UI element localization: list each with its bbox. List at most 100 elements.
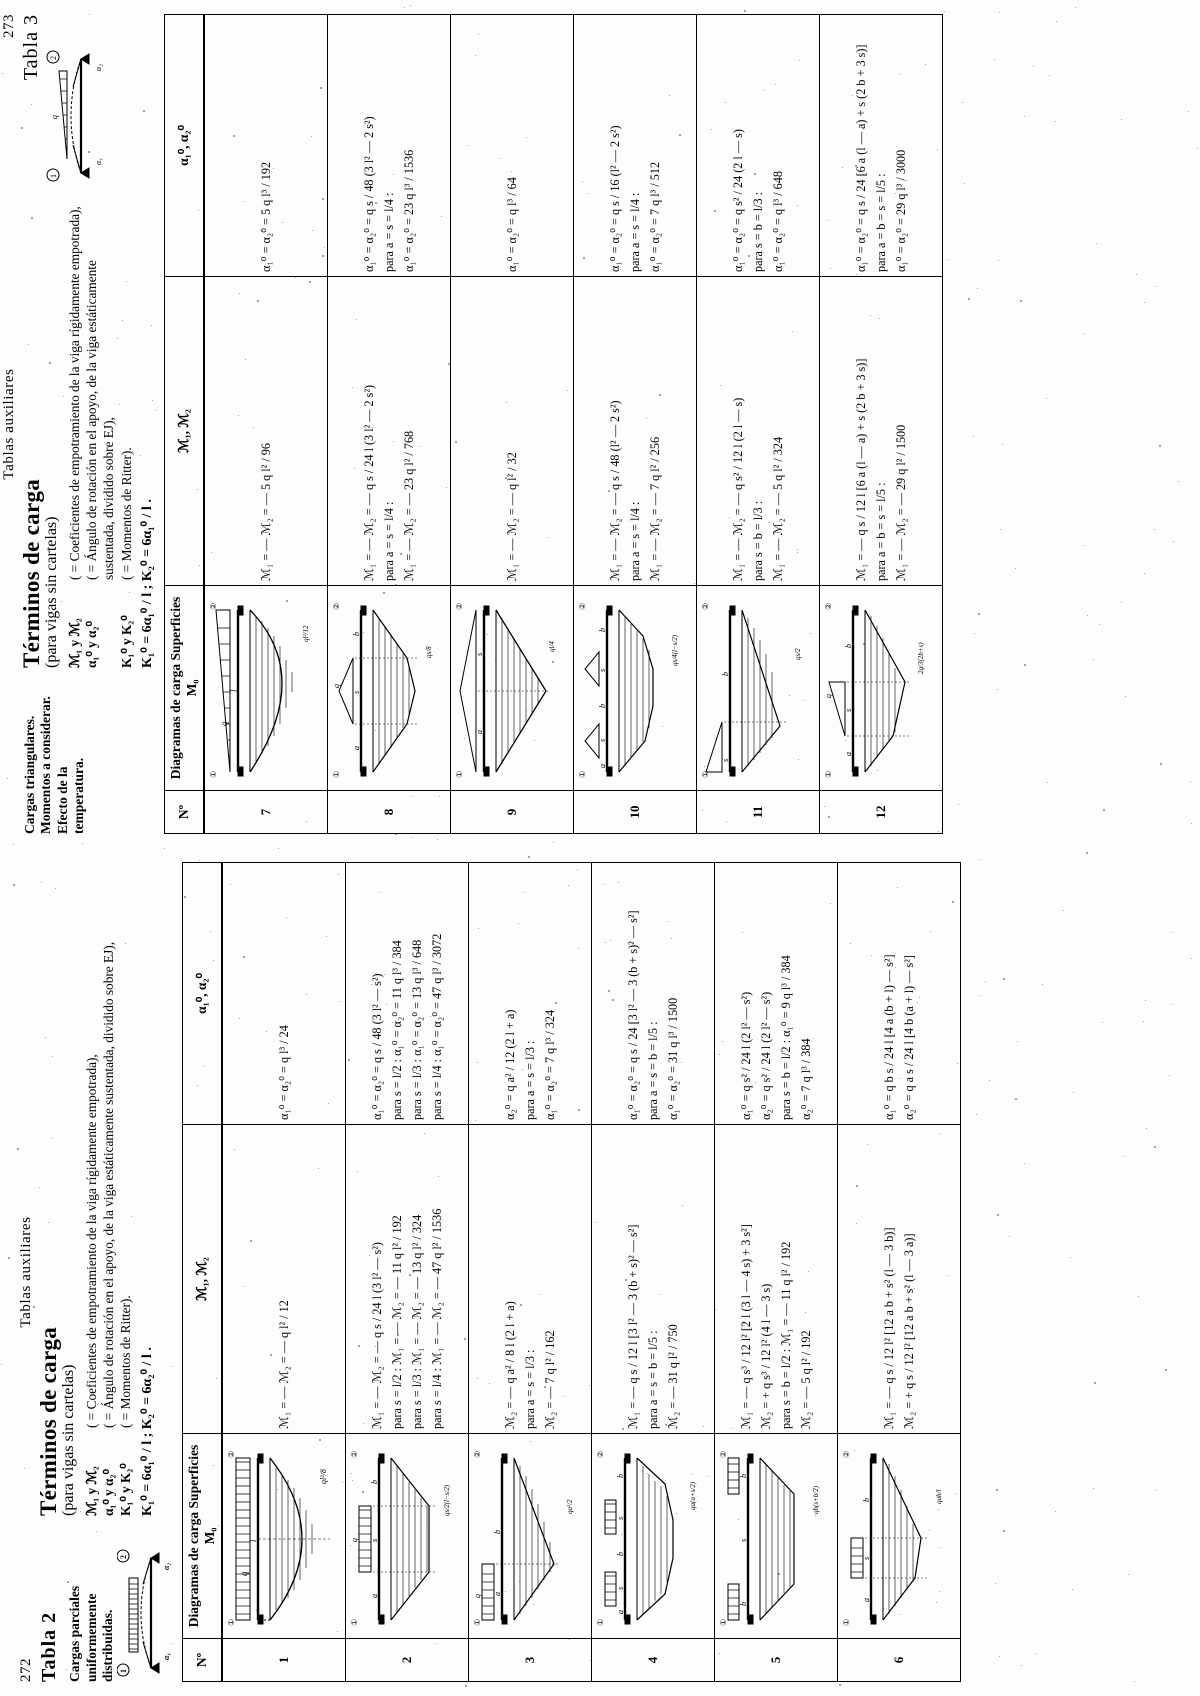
topic-line-2: Momentos a considerar. Efecto de la xyxy=(38,696,70,834)
alphas-cell: α₁⁰ = q s² / 24 l (2 l² — s²) α₂⁰ = q s²… xyxy=(714,862,838,1125)
svg-text:②: ② xyxy=(578,603,587,610)
formula-line: ℳ₁ = — ℳ₂ = — q s / 24 l (3 l² — s²) xyxy=(369,1242,384,1429)
formula-line: α₂⁰ = 7 q l³ / 384 xyxy=(798,1038,813,1120)
moments-cell: ℳ₁ = — ℳ₂ = — q s / 24 l (3 l² — 2 s²) p… xyxy=(327,276,451,586)
formula-line: ℳ₁ = — q s / 12 l [3 l² — 3 (b + s)² — s… xyxy=(625,1224,640,1430)
formula-line: para a = s = l/4 : xyxy=(627,501,642,581)
formula-line: para a = s = l/4 : xyxy=(381,501,396,581)
formula-line: para a = s = l/4 : xyxy=(627,192,642,272)
formula-line: para s = l/4 : α₁⁰ = α₂⁰ = 47 q l³ / 307… xyxy=(429,933,444,1120)
table-row: 2 xyxy=(345,862,469,1682)
formula-line: ℳ₁ = — q s³ / 12 l² [2 l (3 l — 4 s) + 3… xyxy=(738,1224,753,1429)
beam-rotation-sketch: 1 2 α₁ α₂ xyxy=(116,1549,171,1677)
svg-text:②: ② xyxy=(332,603,341,610)
topic-line-1: Cargas triangulares. xyxy=(22,715,37,834)
svg-text:q: q xyxy=(219,721,229,726)
formula-line: para a = b = s = l/5 : xyxy=(873,173,888,272)
svg-text:b: b xyxy=(493,1530,502,1534)
load-diagram: ① ② a s b s b qa(a+s/2) xyxy=(595,1438,711,1634)
table-row: 4 xyxy=(591,862,715,1682)
svg-text:②: ② xyxy=(701,603,710,610)
alphas-cell: α₁⁰ = α₂⁰ = q s / 24 [6 a (l — a) + s (2… xyxy=(819,14,943,277)
formula-line: α₁⁰ = α₂⁰ = q l³ / 648 xyxy=(770,171,785,272)
svg-text:s: s xyxy=(721,759,730,762)
alphas-cell: α₁⁰ = α₂⁰ = q s / 48 (3 l² — 2 s²) para … xyxy=(327,14,451,277)
table-name: Tabla 3 xyxy=(20,14,42,81)
formula-line: α₁⁰ = α₂⁰ = 7 q l³ / 324 xyxy=(542,1009,557,1120)
load-diagram: ① ② s b qs/2 xyxy=(700,590,816,786)
row-number: 7 xyxy=(204,790,328,834)
book-page-273: Tablas auxiliares 273 Cargas triangulare… xyxy=(1,14,943,834)
svg-text:qs/2(l−s/2): qs/2(l−s/2) xyxy=(443,1484,451,1516)
svg-text:a: a xyxy=(493,1592,502,1596)
load-diagram-cell: ① ② a s b q 2q/3(2b+s) xyxy=(819,585,943,791)
moments-cell: ℳ₂ = — q a² / 8 l (2 l + a) para a = s =… xyxy=(468,1124,592,1434)
svg-text:l: l xyxy=(248,1539,258,1542)
page-header-block: Tabla 2 Cargas parciales uniformemente d… xyxy=(36,862,175,1682)
svg-text:a: a xyxy=(844,752,853,756)
moments-cell: ℳ₁ = — ℳ₂ = — q l² / 32 xyxy=(450,276,574,586)
svg-text:a: a xyxy=(598,764,607,768)
moments-cell: ℳ₁ = — ℳ₂ = — q l² / 12 xyxy=(222,1124,346,1434)
svg-text:②: ② xyxy=(227,1451,236,1458)
load-diagram-cell: ① ② b s b qb(s+b/2) xyxy=(714,1433,838,1639)
load-diagram: ① ② a s b q qs/2(l−s/2) xyxy=(349,1438,465,1634)
formula-line: α₁⁰ = α₂⁰ = q s / 24 [6 a (l — a) + s (2… xyxy=(853,44,868,272)
page-subtitle: (para vigas sin cartelas) xyxy=(43,516,60,668)
ritter-relation: K₁⁰ = 6α₁⁰ / l ; K₂⁰ = 6α₂⁰ / l . xyxy=(139,1347,155,1516)
table-row: 12 xyxy=(819,14,943,834)
svg-text:qb(s+b/2): qb(s+b/2) xyxy=(812,1485,820,1514)
formula-line: ℳ₁ = — ℳ₂ = — 29 q l² / 1500 xyxy=(893,424,908,581)
svg-text:s: s xyxy=(370,1539,379,1542)
svg-text:②: ② xyxy=(473,1451,482,1458)
ritter-relation: K₁⁰ = 6α₁⁰ / l ; K₂⁰ = 6α₁⁰ / l . xyxy=(139,499,155,668)
legend-symbol: K₁⁰ y K₂⁰ xyxy=(118,1463,134,1516)
svg-text:②: ② xyxy=(842,1451,851,1458)
svg-text:q: q xyxy=(50,115,59,119)
svg-text:s: s xyxy=(862,1557,871,1560)
row-number: 6 xyxy=(837,1638,961,1682)
load-diagram: ① ② a s b q qs/8 xyxy=(331,590,447,786)
formula-line: α₁⁰ = α₂⁰ = q s / 48 (3 l² — 2 s²) xyxy=(361,116,376,272)
load-diagram: ① ② q l ql²/12 xyxy=(208,590,324,786)
svg-text:①: ① xyxy=(227,1619,236,1626)
svg-text:s: s xyxy=(616,1587,625,1590)
alphas-cell: α₁⁰ = α₂⁰ = q s / 24 [3 l² — 3 (b + s)² … xyxy=(591,862,715,1125)
formula-line: ℳ₁ = — ℳ₂ = — q s / 48 (l² — 2 s²) xyxy=(607,400,622,581)
svg-text:α₂: α₂ xyxy=(162,1563,171,1570)
formula-line: para a = s = b = l/5 : xyxy=(645,1330,660,1429)
running-head: Tablas auxiliares xyxy=(18,1216,34,1328)
svg-text:①: ① xyxy=(455,771,464,778)
row-number: 1 xyxy=(222,1638,346,1682)
formula-line: α₁⁰ = α₂⁰ = q l³ / 24 xyxy=(276,1025,291,1120)
load-diagram-cell: ① ② a s b s b qs/4(l−s/2) xyxy=(573,585,697,791)
svg-text:qs/8: qs/8 xyxy=(425,646,433,658)
svg-text:q: q xyxy=(824,694,833,698)
title-and-legend: Términos de carga (para vigas sin cartel… xyxy=(19,199,157,674)
formula-line: ℳ₂ = + q s³ / 12 l² (4 l — 3 s) xyxy=(758,1283,773,1429)
legend-list: ℳ₁ y ℳ₂ ( = Coeficientes de empotramient… xyxy=(83,862,157,1516)
svg-text:①: ① xyxy=(332,771,341,778)
svg-text:b: b xyxy=(739,1602,748,1606)
row-number: 10 xyxy=(573,790,697,834)
alphas-cell: α₁⁰ = α₂⁰ = 5 q l³ / 192 xyxy=(204,14,328,277)
svg-text:s: s xyxy=(475,653,484,656)
col-header-moments: ℳ₁, ℳ₂ xyxy=(164,276,205,586)
page-subtitle: (para vigas sin cartelas) xyxy=(60,1364,77,1516)
legend-list: ℳ₁ y ℳ₂ ( = Coeficientes de empotramient… xyxy=(66,199,157,668)
formula-line: α₁⁰ = α₂⁰ = 23 q l³ / 1536 xyxy=(401,149,416,272)
svg-text:qs/4(l−s/2): qs/4(l−s/2) xyxy=(671,634,679,666)
svg-text:l: l xyxy=(229,689,239,692)
legend-text: ( = Coeficientes de empotramiento de la … xyxy=(66,206,82,580)
svg-text:qa(a+s/2): qa(a+s/2) xyxy=(689,1481,697,1510)
alphas-cell: α₁⁰ = α₂⁰ = q s / 48 (3 l² — s²) para s … xyxy=(345,862,469,1125)
load-diagram-cell: ① ② q l ql²/12 xyxy=(204,585,328,791)
svg-text:q: q xyxy=(239,1571,249,1576)
svg-text:qs/2: qs/2 xyxy=(794,648,802,660)
formula-line: α₂⁰ = q s² / 24 l (2 l² — s²) xyxy=(758,991,773,1120)
svg-text:qa²/2: qa²/2 xyxy=(566,1499,574,1514)
svg-text:b: b xyxy=(370,1480,379,1484)
formula-line: para s = b = l/2 : ℳ₁ = — 11 q l² / 192 xyxy=(778,1241,793,1429)
svg-text:②: ② xyxy=(824,603,833,610)
